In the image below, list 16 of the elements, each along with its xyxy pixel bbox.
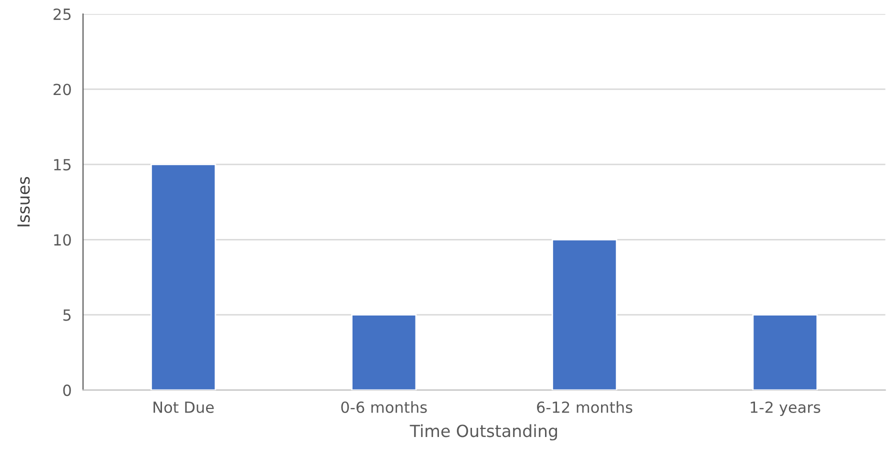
x-tick-label: 6-12 months — [537, 401, 632, 414]
y-tick-label: 0 — [63, 384, 71, 396]
y-tick-label: 20 — [54, 84, 71, 96]
bar — [552, 238, 618, 390]
x-tick-label: Not Due — [154, 402, 214, 414]
bar — [150, 164, 216, 390]
y-tick-label: 5 — [63, 310, 71, 321]
x-tick-label: 0-6 months — [341, 401, 427, 414]
y-axis-title: Issues — [17, 176, 30, 226]
y-tick-label: 10 — [54, 234, 71, 246]
y-tick-label: 25 — [54, 8, 71, 20]
x-axis-title: Time Outstanding — [410, 424, 557, 440]
bar — [752, 314, 818, 390]
y-tick-label: 15 — [54, 159, 71, 170]
x-tick-label: 1-2 years — [750, 401, 820, 416]
bar — [351, 314, 417, 390]
